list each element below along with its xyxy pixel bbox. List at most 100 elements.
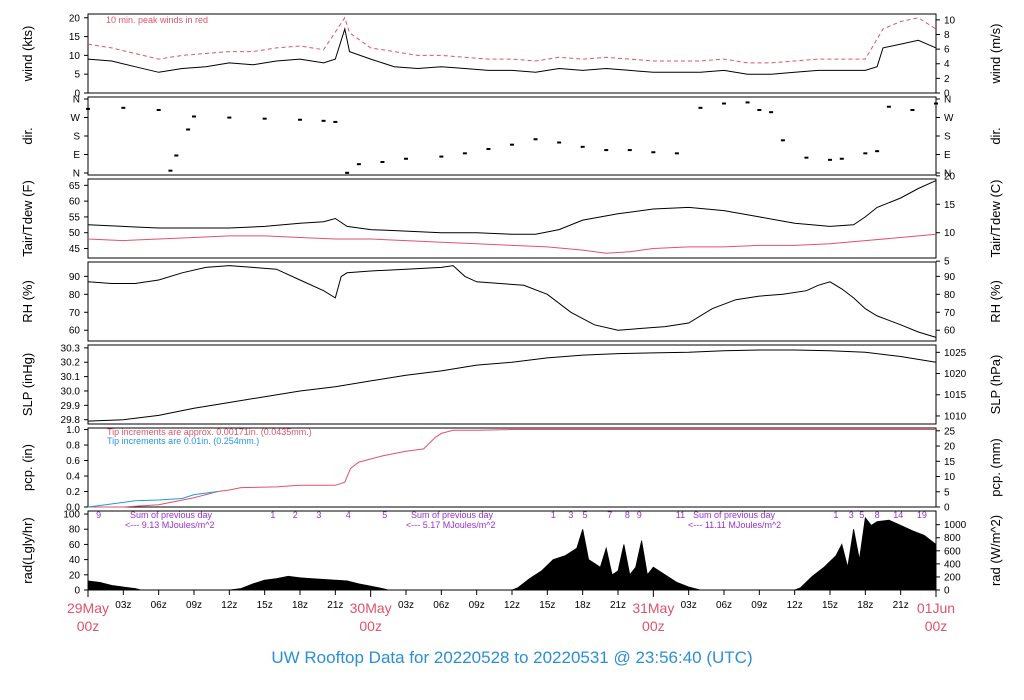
pcp-note-red: Tip increments are approx. 0.00171in. (0… xyxy=(107,427,312,437)
series-wind xyxy=(87,27,937,75)
right-tick-label: N xyxy=(944,169,951,180)
left-tick-label: 20 xyxy=(69,13,81,24)
right-tick-label: N xyxy=(944,95,951,106)
left-tick-label: 10 xyxy=(69,51,81,62)
direction-point xyxy=(192,115,196,118)
right-tick-label: 0 xyxy=(944,503,950,514)
hour-marker: 11 xyxy=(676,510,685,520)
left-axis-label-rad: rad(Lgly/hr) xyxy=(20,517,35,583)
right-tick-label: 0 xyxy=(944,586,950,597)
direction-point xyxy=(486,148,491,150)
direction-point xyxy=(745,101,750,104)
left-tick-label: N xyxy=(73,95,80,106)
hour-marker: 1 xyxy=(551,510,556,520)
direction-point xyxy=(156,109,161,111)
daily-sum-line2: <--- 11.11 MJoules/m^2 xyxy=(688,520,781,530)
left-tick-label: E xyxy=(73,150,80,161)
x-tick-label: 03z xyxy=(115,600,131,611)
x-tick-label: 06z xyxy=(151,600,167,611)
right-tick-label: 90 xyxy=(944,272,956,283)
left-tick-label: 30.2 xyxy=(61,358,81,369)
direction-point xyxy=(533,138,538,141)
right-tick-label: 1020 xyxy=(944,369,967,380)
hour-marker: 3 xyxy=(568,510,573,520)
x-day-label: 31May xyxy=(632,600,674,616)
series-rh xyxy=(87,265,937,338)
right-tick-label: 10 xyxy=(944,228,956,239)
hour-marker: 14 xyxy=(893,510,903,520)
x-tick-label: 09z xyxy=(186,600,202,611)
x-day-label: 29May xyxy=(67,600,109,616)
right-tick-label: 15 xyxy=(944,457,956,468)
x-day-time: 00z xyxy=(359,618,382,634)
left-axis-label-pcp: pcp. (in) xyxy=(20,444,35,491)
left-tick-label: 50 xyxy=(69,228,81,239)
x-day-label: 01Jun xyxy=(917,600,955,616)
direction-point xyxy=(886,105,891,108)
left-tick-label: 29.8 xyxy=(61,415,81,426)
right-tick-label: 800 xyxy=(944,533,961,544)
direction-point xyxy=(439,155,444,158)
left-tick-label: 60 xyxy=(69,197,81,208)
hour-marker: 2 xyxy=(293,510,298,520)
panel-wind: wind (kts) wind (m/s) 0 5 10 15 20 0 2 4 6 8 10 10 mi… xyxy=(20,13,1003,99)
left-tick-label: 5 xyxy=(74,70,80,81)
hour-marker: 8 xyxy=(625,510,630,520)
direction-point xyxy=(769,111,774,114)
direction-point xyxy=(839,157,844,160)
direction-point xyxy=(345,171,350,174)
x-tick-label: 03z xyxy=(681,600,697,611)
right-axis-label-rh: RH (%) xyxy=(988,280,1003,323)
left-tick-label: 1.0 xyxy=(66,425,80,436)
left-tick-label: 0.0 xyxy=(66,503,80,514)
series-wind-10-min-peak-winds xyxy=(87,16,937,64)
right-tick-label: 4 xyxy=(944,59,950,70)
daily-sum-line2: <--- 9.13 MJoules/m^2 xyxy=(125,520,215,530)
direction-point xyxy=(86,107,90,110)
right-tick-label: S xyxy=(944,132,951,143)
panel-frame-wind xyxy=(87,13,937,94)
left-tick-label: 55 xyxy=(69,212,81,223)
x-tick-label: 12z xyxy=(221,600,237,611)
right-tick-label: 1015 xyxy=(944,390,967,401)
daily-sum-line2: <--- 5.17 MJoules/m^2 xyxy=(406,520,496,530)
direction-point xyxy=(298,118,302,121)
direction-point xyxy=(910,109,915,111)
right-tick-label: E xyxy=(944,150,951,161)
left-tick-label: 0.8 xyxy=(66,441,80,452)
left-tick-label: 20 xyxy=(69,570,81,581)
x-day-time: 00z xyxy=(925,618,948,634)
left-tick-label: 80 xyxy=(69,525,81,536)
hour-marker: 19 xyxy=(917,510,927,520)
panel-slp: SLP (inHg) SLP (hPa) 29.8 29.9 30.0 30.1 30.2 3… xyxy=(20,343,1003,426)
direction-point xyxy=(757,109,762,111)
direction-point xyxy=(333,120,338,123)
x-tick-label: 18z xyxy=(857,600,873,611)
left-axis-label-dir: dir. xyxy=(20,127,35,144)
direction-point xyxy=(510,143,514,146)
right-tick-label: 10 xyxy=(944,15,956,26)
right-axis-label-slp: SLP (hPa) xyxy=(988,355,1003,415)
left-tick-label: 30.1 xyxy=(61,372,81,383)
x-day-label: 30May xyxy=(350,600,392,616)
right-tick-label: 400 xyxy=(944,559,961,570)
right-tick-label: 0 xyxy=(944,89,950,100)
x-tick-label: 18z xyxy=(575,600,591,611)
left-tick-label: 15 xyxy=(69,32,81,43)
daily-sum-line1: Sum of previous day xyxy=(693,510,776,520)
right-axis-label-rad: rad (W/m^2) xyxy=(988,515,1003,586)
hour-marker: 1 xyxy=(833,510,838,520)
direction-point xyxy=(262,117,267,120)
direction-point xyxy=(722,102,726,105)
direction-point xyxy=(186,128,191,131)
x-tick-label: 15z xyxy=(822,600,838,611)
panel-temp: Tair/Tdew (F) Tair/Tdew (C) 45 50 55 60 65 5 10 1… xyxy=(20,171,1003,267)
right-tick-label: 5 xyxy=(944,487,950,498)
left-tick-label: 65 xyxy=(69,181,81,192)
direction-point xyxy=(780,139,785,142)
direction-point xyxy=(380,161,385,163)
right-tick-label: 20 xyxy=(944,442,956,453)
right-tick-label: W xyxy=(944,113,954,124)
panel-frame-pcp xyxy=(87,427,937,508)
